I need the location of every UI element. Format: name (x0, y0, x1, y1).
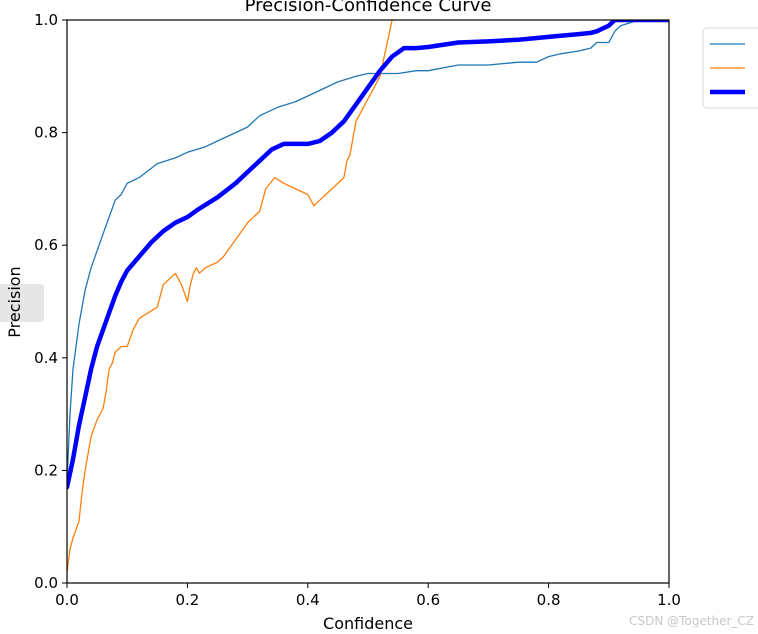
x-tick-label: 0.2 (175, 591, 199, 609)
chart-title: Precision-Confidence Curve (245, 0, 492, 16)
x-tick-label: 0.8 (537, 591, 561, 609)
series-line-3 (67, 20, 669, 490)
plot-area: 0.0 0.2 0.4 0.6 0.8 1.0 0.0 0.2 0.4 0.6 0.8 1.0 (34, 11, 681, 609)
y-tick-label: 0.8 (34, 124, 58, 142)
axes-frame (66, 19, 670, 584)
x-axis-label: Confidence (323, 614, 413, 633)
y-tick-label: 0.4 (34, 349, 58, 367)
y-tick-label: 0.0 (34, 574, 58, 592)
y-tick-label: 1.0 (34, 11, 58, 29)
x-tick-label: 0.4 (296, 591, 320, 609)
watermark: CSDN @Together_CZ (629, 614, 754, 628)
y-tick-label: 0.2 (34, 461, 58, 479)
y-tick-label: 0.6 (34, 236, 58, 254)
legend (702, 27, 758, 109)
y-axis-label: Precision (5, 266, 24, 337)
side-panel-tab[interactable] (0, 284, 44, 322)
x-tick-label: 1.0 (657, 591, 681, 609)
series-line-1 (67, 20, 669, 483)
x-tick-label: 0.6 (416, 591, 440, 609)
x-tick-label: 0.0 (55, 591, 79, 609)
series-line-2 (67, 20, 393, 573)
